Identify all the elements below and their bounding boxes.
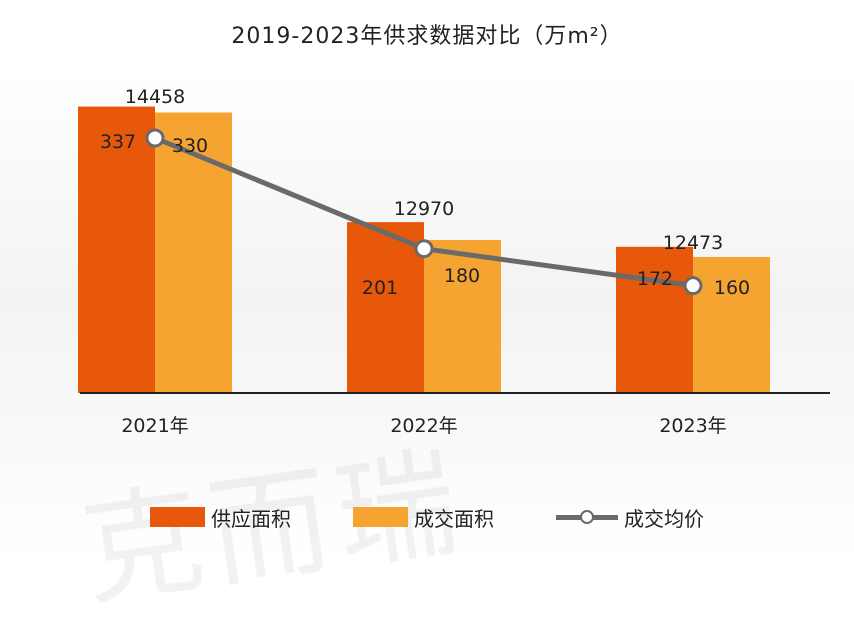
data-label-deal: 330: [172, 135, 208, 157]
x-tick-label: 2023年: [659, 415, 726, 437]
legend-swatch-price: [556, 507, 618, 527]
legend-swatch-deal: [353, 507, 408, 527]
legend-label-price: 成交均价: [624, 506, 704, 531]
chart-title: 2019-2023年供求数据对比（万m²）: [231, 24, 623, 49]
legend-label-deal: 成交面积: [414, 506, 494, 531]
point-price-2: [414, 239, 434, 259]
point-price-3: [683, 276, 703, 296]
bar-supply-2: [347, 222, 424, 393]
legend-item-price: 成交均价: [556, 503, 704, 532]
data-label-price: 12970: [394, 198, 454, 220]
chart-plot: 2021年 2022年 2023年 337 201 172 330 180 160 14458 12…: [78, 86, 830, 437]
legend-item-deal: 成交面积: [353, 503, 494, 532]
data-label-deal: 160: [714, 277, 750, 299]
bar-supply-3: [616, 246, 693, 393]
data-label-deal: 180: [444, 265, 480, 287]
data-label-price: 14458: [125, 86, 185, 108]
data-label-supply: 201: [362, 277, 398, 299]
x-tick-label: 2022年: [390, 415, 457, 437]
data-label-supply: 172: [637, 268, 673, 290]
bar-deal-3: [693, 257, 770, 393]
point-price-1: [145, 128, 165, 148]
legend-swatch-supply: [150, 507, 205, 527]
legend-label-supply: 供应面积: [211, 506, 291, 531]
data-label-price: 12473: [663, 232, 723, 254]
bar-deal-2: [424, 240, 501, 393]
bar-deal-1: [155, 112, 232, 393]
legend: 供应面积 成交面积 成交均价: [150, 502, 766, 532]
legend-item-supply: 供应面积: [150, 503, 291, 532]
x-tick-label: 2021年: [121, 415, 188, 437]
data-label-supply: 337: [100, 131, 136, 153]
bar-supply-1: [78, 106, 155, 394]
